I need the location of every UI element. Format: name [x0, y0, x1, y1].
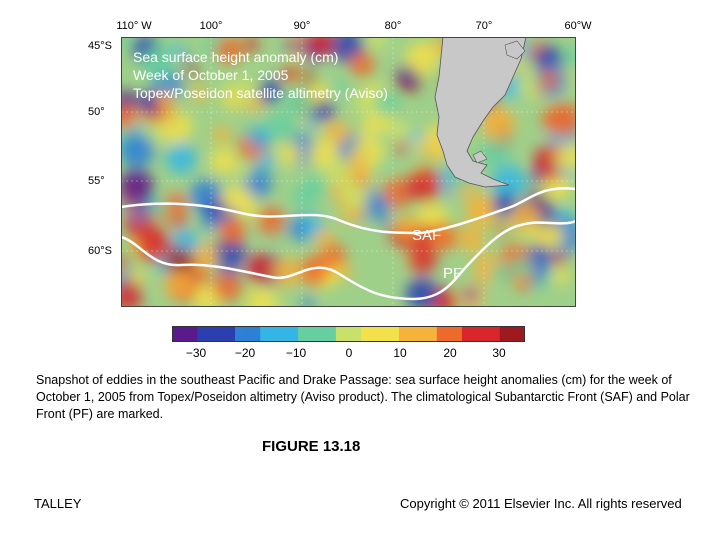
- lon-label-70: 70°: [475, 20, 493, 32]
- colorbar-tick-0: 0: [345, 346, 353, 360]
- colorbar-tick-30: 30: [492, 346, 506, 360]
- lon-label-100: 100°: [199, 20, 223, 32]
- saf-front-line: [121, 187, 576, 235]
- lat-label-55: 55°: [88, 175, 105, 187]
- saf-label: SAF: [412, 227, 441, 244]
- lon-label-60w: 60°W: [564, 20, 592, 32]
- pf-label: PF: [443, 265, 462, 282]
- lon-label-90: 90°: [293, 20, 311, 32]
- lon-label-80: 80°: [384, 20, 402, 32]
- colorbar-tick-10: 10: [393, 346, 407, 360]
- figure-caption: Snapshot of eddies in the southeast Paci…: [36, 373, 690, 421]
- lat-label-50: 50°: [88, 106, 105, 118]
- lat-label-45s: 45°S: [88, 40, 112, 52]
- map-title-line-2: Week of October 1, 2005: [133, 67, 289, 83]
- figure-label: FIGURE 13.18: [262, 438, 361, 455]
- map-frame: [121, 37, 576, 307]
- colorbar-tick-neg20: −20: [234, 346, 256, 360]
- pf-front-line: [121, 219, 576, 301]
- colorbar-tick-20: 20: [443, 346, 457, 360]
- colorbar-tick-neg10: −10: [285, 346, 307, 360]
- ssh-anomaly-map: Sea surface height anomaly (cm) Week of …: [121, 37, 576, 307]
- colorbar-tick-neg30: −30: [185, 346, 207, 360]
- colorbar: [172, 326, 526, 342]
- map-title-line-1: Sea surface height anomaly (cm): [133, 49, 338, 65]
- south-america-landmass: [434, 37, 527, 188]
- author-footer: TALLEY: [34, 496, 82, 511]
- lat-label-60s: 60°S: [88, 245, 112, 257]
- map-title-line-3: Topex/Poseidon satellite altimetry (Avis…: [133, 85, 388, 101]
- lon-label-110w: 110° W: [116, 20, 152, 32]
- copyright-footer: Copyright © 2011 Elsevier Inc. All right…: [400, 496, 682, 511]
